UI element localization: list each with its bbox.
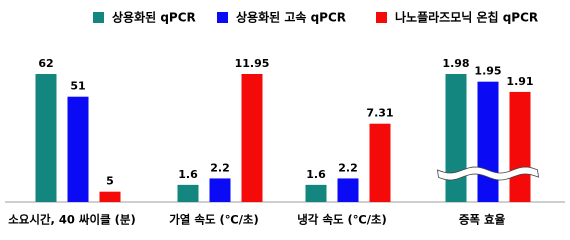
value-label: 1.91 — [506, 75, 533, 88]
value-label: 51 — [70, 80, 85, 93]
value-label: 11.95 — [235, 57, 270, 70]
legend-swatch — [376, 12, 387, 23]
legend-swatch — [217, 12, 228, 23]
legend-swatch — [93, 12, 104, 23]
value-label: 1.6 — [178, 168, 198, 181]
bar — [509, 91, 531, 202]
x-tick-label: 증폭 효율 — [459, 213, 506, 227]
legend-label: 나노플라즈모닉 온칩 qPCR — [395, 10, 538, 25]
bar — [477, 81, 499, 202]
bar — [445, 74, 467, 202]
value-label: 1.6 — [306, 168, 326, 181]
x-tick-label: 가열 속도 (℃/초) — [169, 213, 259, 227]
bar — [337, 178, 359, 202]
bar — [67, 96, 89, 202]
x-tick-label: 소요시간, 40 싸이클 (분) — [8, 213, 136, 227]
bar — [209, 178, 231, 202]
bar — [369, 123, 391, 202]
value-label: 2.2 — [210, 161, 230, 174]
bar — [241, 74, 263, 202]
value-label: 1.98 — [442, 57, 469, 70]
legend-label: 상용화된 qPCR — [112, 10, 196, 25]
bar — [177, 184, 199, 202]
bar — [305, 184, 327, 202]
bar — [99, 191, 121, 202]
x-tick-label: 냉각 속도 (℃/초) — [297, 213, 387, 227]
value-label: 7.31 — [366, 107, 393, 120]
axis-break — [437, 166, 539, 181]
value-label: 62 — [38, 57, 53, 70]
value-label: 5 — [106, 175, 114, 188]
legend-label: 상용화된 고속 qPCR — [236, 10, 346, 25]
value-label: 2.2 — [338, 161, 358, 174]
value-label: 1.95 — [474, 65, 501, 78]
bar — [35, 74, 57, 202]
